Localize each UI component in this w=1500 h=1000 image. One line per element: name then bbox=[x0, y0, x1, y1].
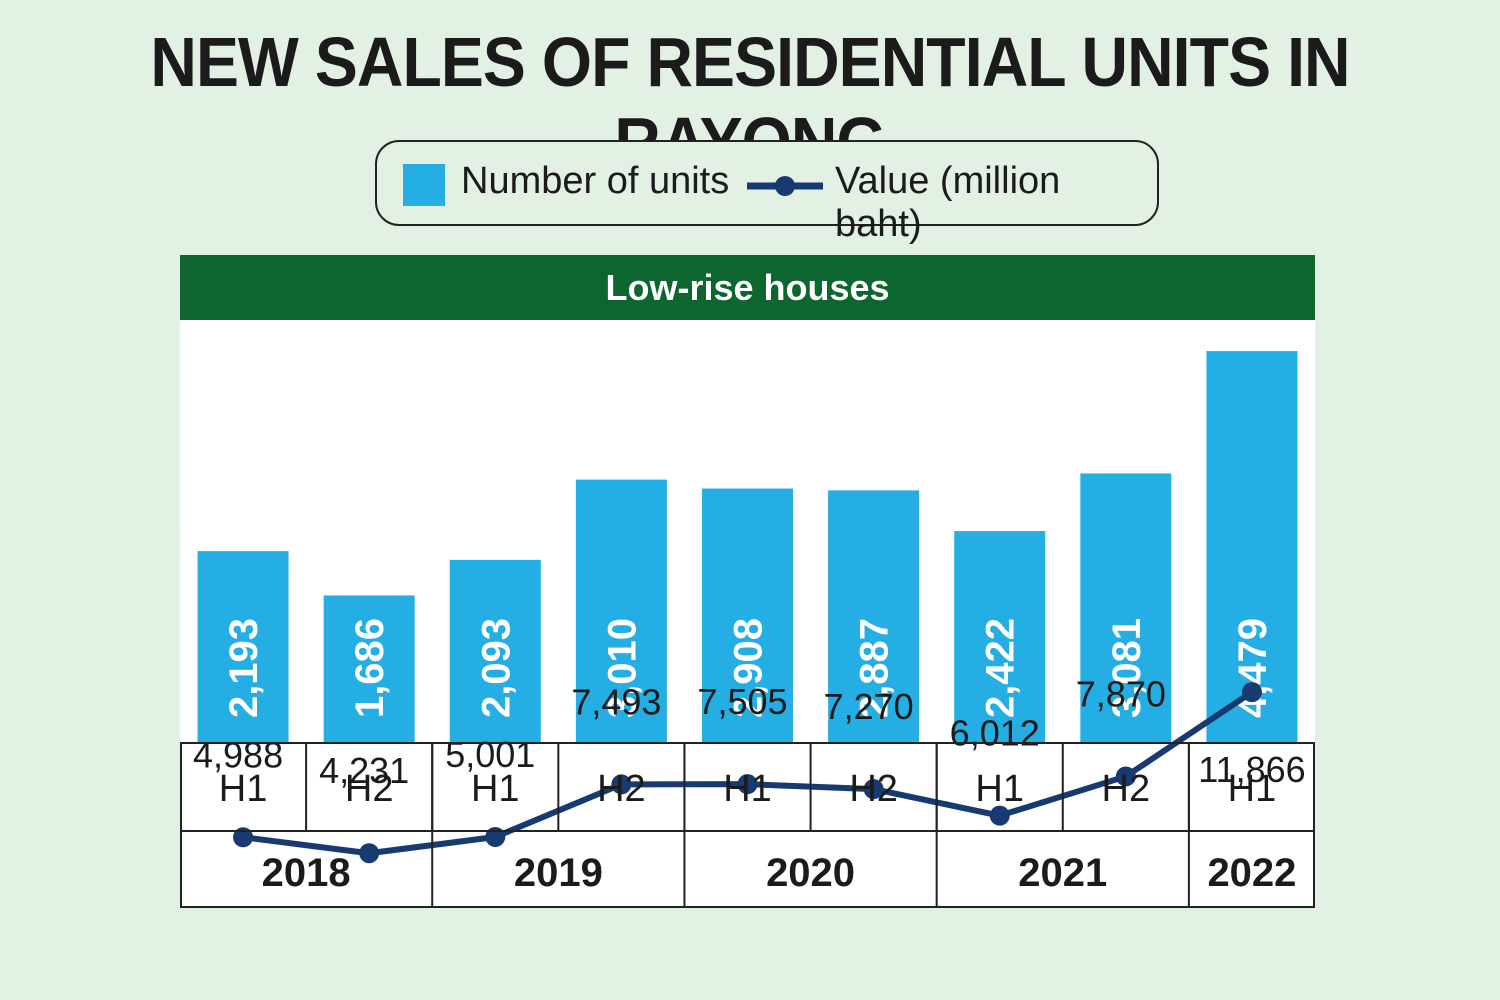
bar bbox=[575, 479, 667, 743]
value-point bbox=[737, 774, 758, 795]
half-year-label: H1 bbox=[1228, 768, 1277, 810]
bar-value-label: 2,093 bbox=[474, 618, 518, 718]
value-point-label: 4,231 bbox=[319, 750, 409, 791]
value-point bbox=[1115, 766, 1136, 787]
bar bbox=[702, 488, 793, 743]
value-point-label: 6,012 bbox=[950, 713, 1040, 754]
bar bbox=[828, 490, 920, 743]
half-year-label: H1 bbox=[723, 768, 772, 810]
value-point bbox=[233, 827, 254, 848]
bar bbox=[1080, 473, 1172, 743]
legend-units-label: Number of units bbox=[461, 160, 730, 202]
bar-value-label: 2,908 bbox=[727, 618, 771, 718]
panel-header: Low-rise houses bbox=[180, 255, 1315, 320]
value-point bbox=[611, 774, 632, 795]
bar bbox=[449, 559, 541, 743]
value-point-label: 5,001 bbox=[445, 734, 535, 775]
year-label: 2022 bbox=[1207, 851, 1296, 895]
year-label: 2018 bbox=[262, 851, 351, 895]
value-point-label: 7,870 bbox=[1076, 673, 1166, 714]
legend-line-swatch bbox=[747, 176, 823, 196]
bar-value-label: 2,422 bbox=[979, 618, 1023, 718]
bar bbox=[1206, 351, 1298, 743]
value-point-label: 7,505 bbox=[697, 681, 787, 722]
value-point bbox=[1241, 682, 1262, 703]
bar bbox=[197, 551, 289, 743]
value-point bbox=[485, 826, 506, 847]
value-point-label: 7,270 bbox=[824, 686, 914, 727]
year-label: 2020 bbox=[766, 851, 855, 895]
half-year-label: H1 bbox=[975, 768, 1024, 810]
bar-value-label: 3,010 bbox=[600, 618, 644, 718]
bar bbox=[323, 595, 415, 743]
half-year-label: H1 bbox=[471, 768, 520, 810]
chart-panel: 2,193 1,686 2,093 3,010 2,908 2,887 2,422 3,081… bbox=[180, 255, 1315, 908]
bar bbox=[954, 531, 1046, 743]
legend-bar-swatch bbox=[403, 164, 445, 206]
legend-value-label: Value (million baht) bbox=[835, 160, 1061, 245]
bar-value-label: 2,887 bbox=[853, 618, 897, 718]
value-point bbox=[359, 843, 380, 864]
year-label: 2021 bbox=[1018, 851, 1107, 895]
value-point bbox=[989, 805, 1010, 826]
half-year-label: H1 bbox=[219, 768, 268, 810]
bar-value-label: 2,193 bbox=[222, 618, 266, 718]
value-point-label: 11,866 bbox=[1198, 749, 1305, 790]
year-label: 2019 bbox=[514, 851, 603, 895]
bar-value-label: 1,686 bbox=[348, 618, 392, 718]
value-point-label: 7,493 bbox=[571, 681, 661, 722]
half-year-label: H2 bbox=[345, 768, 394, 810]
half-year-label: H2 bbox=[1102, 768, 1151, 810]
legend: Number of units Value (million baht) bbox=[375, 140, 1159, 245]
half-year-label: H2 bbox=[849, 768, 898, 810]
bar-value-label: 3,081 bbox=[1105, 618, 1149, 718]
half-year-label: H2 bbox=[597, 768, 646, 810]
value-point bbox=[863, 779, 884, 800]
plot-area: 2,193 1,686 2,093 3,010 2,908 2,887 2,422 3,081… bbox=[180, 351, 1315, 908]
value-point-label: 4,988 bbox=[193, 734, 283, 775]
